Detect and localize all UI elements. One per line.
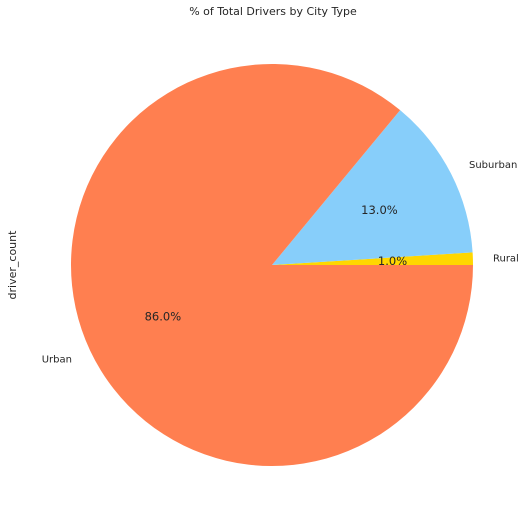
pie-slice-rural <box>272 252 473 265</box>
pie-labels: Rural 1.0% Suburban 13.0% Urban 86.0% <box>42 160 519 366</box>
slice-label-urban: Urban <box>42 355 72 366</box>
pie-slice-suburban <box>272 110 473 266</box>
slice-label-rural: Rural <box>493 254 519 265</box>
slice-label-suburban: Suburban <box>469 160 517 171</box>
pie-slices <box>71 63 473 466</box>
pct-label-suburban: 13.0% <box>361 203 398 217</box>
pie-slice-urban <box>71 63 473 466</box>
pct-label-rural: 1.0% <box>378 254 407 268</box>
pct-label-urban: 86.0% <box>145 309 182 323</box>
chart-title: % of Total Drivers by City Type <box>189 5 357 18</box>
y-axis-label: driver_count <box>6 230 19 300</box>
